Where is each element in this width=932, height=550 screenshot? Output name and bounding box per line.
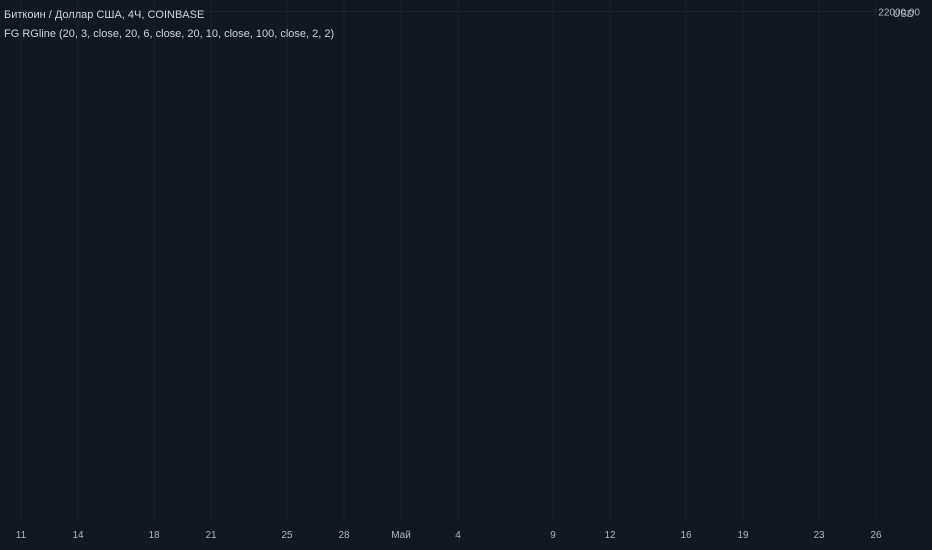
x-tick-label: 4 <box>455 530 461 541</box>
x-tick-label: 14 <box>72 530 84 541</box>
symbol-title[interactable]: Биткоин / Доллар США, 4Ч, COINBASE <box>4 9 205 21</box>
x-tick-label: 21 <box>205 530 217 541</box>
x-tick-label: Май <box>391 530 411 541</box>
x-tick-label: 26 <box>870 530 882 541</box>
x-tick-label: 25 <box>281 530 293 541</box>
x-tick-label: 23 <box>813 530 825 541</box>
x-tick-label: 18 <box>148 530 160 541</box>
x-tick-label: 9 <box>550 530 556 541</box>
legend: Биткоин / Доллар США, 4Ч, COINBASE FG RG… <box>4 6 334 44</box>
y-tick-label: 22000.00 <box>878 8 920 19</box>
x-tick-label: 28 <box>338 530 350 541</box>
indicator-title[interactable]: FG RGline (20, 3, close, 20, 6, close, 2… <box>4 28 335 40</box>
x-tick-label: 19 <box>737 530 749 541</box>
x-tick-label: 12 <box>604 530 616 541</box>
grid <box>0 0 887 520</box>
x-tick-label: 16 <box>680 530 692 541</box>
currency-label: USD <box>893 9 915 20</box>
x-tick-label: 11 <box>16 530 27 541</box>
